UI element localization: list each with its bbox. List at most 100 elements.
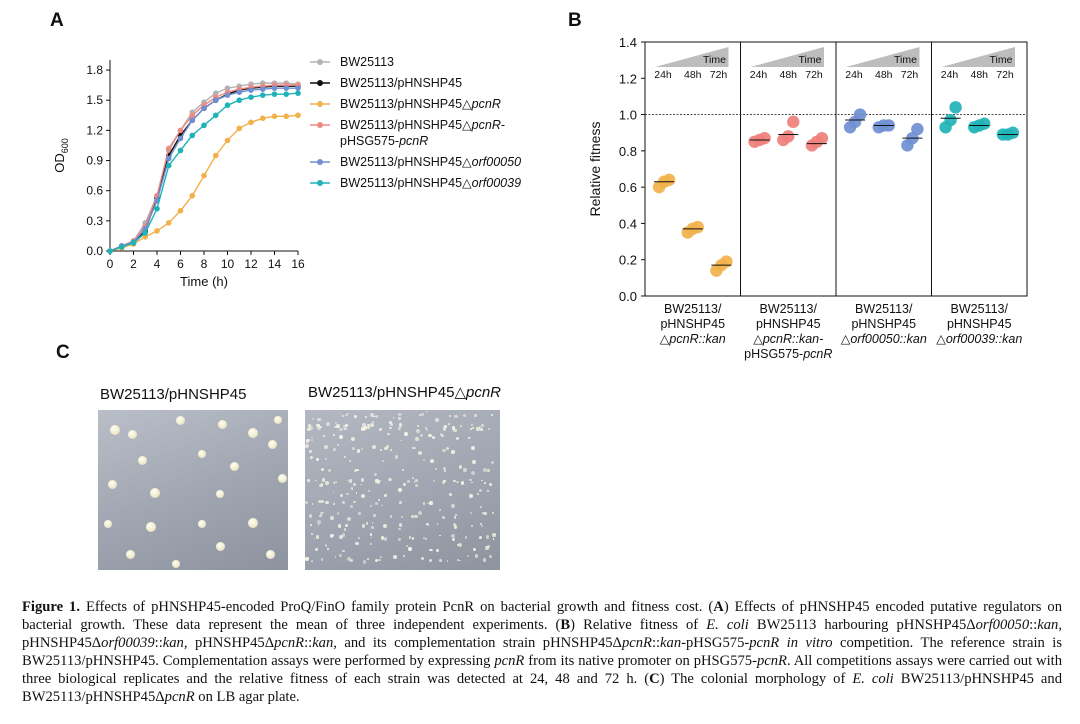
micro-colony	[417, 424, 419, 427]
micro-colony	[341, 533, 346, 537]
data-point	[236, 89, 243, 95]
micro-colony	[310, 456, 313, 460]
data-point	[248, 87, 254, 93]
micro-colony	[334, 480, 337, 484]
micro-colony	[452, 426, 456, 430]
panel-a-letter: A	[50, 10, 64, 31]
micro-colony	[344, 423, 348, 427]
micro-colony	[480, 524, 484, 528]
fitness-point	[877, 119, 890, 132]
plate-left-label: BW25113/pHNSHP45	[100, 386, 247, 403]
micro-colony	[392, 416, 395, 419]
micro-colony	[414, 483, 419, 488]
micro-colony	[306, 556, 310, 560]
group-label: pHSG575-pcnR	[744, 347, 832, 361]
fitness-point	[1006, 126, 1020, 139]
micro-colony	[380, 556, 383, 559]
micro-colony	[439, 559, 443, 562]
micro-colony	[316, 458, 320, 462]
micro-colony	[472, 548, 476, 552]
micro-colony	[485, 546, 489, 550]
x-tick-label: 8	[201, 257, 208, 271]
caption-text: -pHSG575-	[681, 635, 750, 651]
micro-colony	[462, 468, 467, 472]
group-label: pHNSHP45	[660, 317, 725, 331]
micro-colony	[349, 460, 352, 463]
caption-italic: pcnR	[274, 635, 305, 651]
micro-colony	[333, 502, 336, 505]
caption-text: from its native promoter on pHSG575-	[524, 653, 757, 669]
micro-colony	[335, 421, 338, 425]
micro-colony	[317, 417, 321, 422]
data-point	[224, 85, 231, 91]
micro-colony	[443, 428, 446, 432]
micro-colony	[341, 414, 344, 418]
micro-colony	[361, 427, 365, 431]
micro-colony	[487, 428, 490, 431]
fitness-point	[882, 119, 895, 132]
micro-colony	[486, 544, 491, 548]
fitness-point	[853, 108, 867, 121]
micro-colony	[367, 489, 371, 493]
micro-colony	[406, 480, 411, 484]
micro-colony	[478, 489, 482, 493]
caption-italic: pcnR	[621, 635, 652, 651]
micro-colony	[448, 414, 452, 418]
micro-colony	[468, 494, 473, 499]
micro-colony	[397, 538, 401, 542]
micro-colony	[390, 423, 393, 427]
micro-colony	[419, 434, 423, 438]
micro-colony	[456, 558, 460, 561]
caption-italic: orf00050	[975, 617, 1030, 633]
micro-colony	[345, 413, 349, 417]
micro-colony	[339, 413, 342, 416]
colony	[266, 550, 275, 559]
data-point	[212, 152, 219, 159]
fitness-point	[715, 258, 728, 272]
micro-colony	[469, 436, 471, 439]
colony	[146, 522, 156, 532]
time-point-label: 48h	[779, 69, 797, 81]
micro-colony	[332, 491, 335, 494]
micro-colony	[420, 412, 424, 417]
group-label: △pcnR::kan-	[753, 332, 823, 346]
data-point	[212, 90, 219, 96]
micro-colony	[338, 535, 343, 539]
caption-bold: B	[560, 617, 571, 633]
micro-colony	[448, 492, 453, 497]
micro-colony	[479, 522, 483, 525]
y-tick-label: 1.0	[619, 108, 637, 123]
micro-colony	[422, 459, 425, 462]
figure-caption: Figure 1. Effects of pHNSHP45-encoded Pr…	[22, 598, 1062, 706]
micro-colony	[469, 478, 473, 482]
time-point-label: 72h	[996, 69, 1014, 81]
fitness-point	[805, 139, 819, 152]
micro-colony	[311, 436, 313, 439]
data-point	[295, 112, 301, 119]
micro-colony	[471, 426, 475, 429]
time-point-label: 24h	[845, 69, 863, 81]
micro-colony	[404, 432, 409, 437]
micro-colony	[372, 421, 374, 424]
panel-c-letter: C	[56, 342, 70, 363]
micro-colony	[481, 512, 484, 514]
micro-colony	[418, 511, 423, 516]
micro-colony	[325, 500, 330, 505]
fitness-point	[662, 173, 676, 187]
micro-colony	[380, 536, 385, 541]
time-point-label: 72h	[901, 69, 919, 81]
data-point	[248, 119, 254, 126]
micro-colony	[460, 481, 465, 486]
fitness-point	[944, 113, 957, 127]
micro-colony	[334, 425, 337, 428]
legend-label: BW25113/pHNSHP45△pcnR-	[340, 118, 505, 132]
micro-colony	[432, 436, 436, 440]
micro-colony	[483, 467, 487, 472]
data-point	[283, 91, 290, 97]
micro-colony	[366, 426, 370, 430]
time-point-label: 24h	[654, 69, 672, 81]
caption-italic: pcnR in vitro	[749, 635, 833, 651]
legend-label-line2: pHSG575-pcnR	[340, 134, 428, 148]
caption-text: , pHNSHP45Δ	[22, 617, 1062, 651]
caption-italic: kan	[312, 635, 334, 651]
